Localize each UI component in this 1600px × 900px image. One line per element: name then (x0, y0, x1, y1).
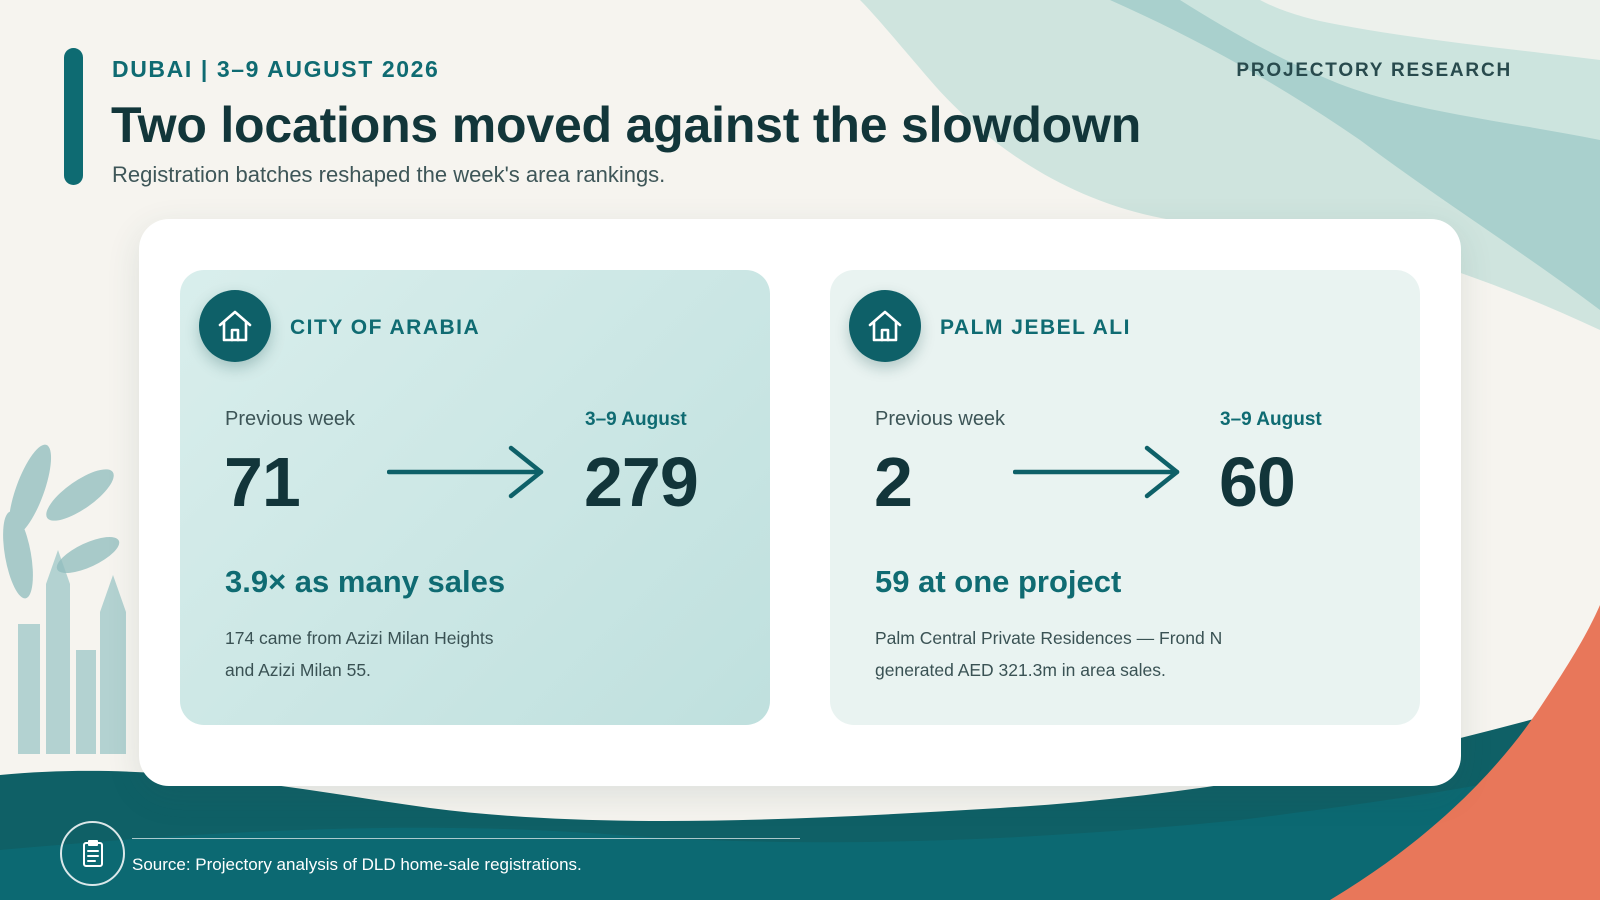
current-week-value: 279 (584, 443, 699, 521)
footer-divider (132, 838, 800, 839)
brand-name: PROJECTORY RESEARCH (1236, 60, 1512, 81)
card-detail-line: generated AED 321.3m in area sales. (875, 660, 1166, 680)
card-detail-line: 174 came from Azizi Milan Heights (225, 628, 494, 648)
area-card-palm-jebel-ali: PALM JEBEL ALI Previous week 3–9 August … (830, 270, 1420, 725)
area-name: PALM JEBEL ALI (940, 316, 1131, 339)
card-detail-line: Palm Central Private Residences — Frond … (875, 628, 1223, 648)
page-title: Two locations moved against the slowdown (111, 97, 1142, 153)
current-week-value: 60 (1219, 443, 1296, 521)
area-card-city-of-arabia: CITY OF ARABIA Previous week 3–9 August … (180, 270, 770, 725)
previous-week-label: Previous week (225, 408, 356, 430)
previous-week-value: 71 (224, 443, 301, 521)
previous-week-value: 2 (874, 443, 913, 521)
card-headline: 59 at one project (875, 564, 1122, 599)
current-week-label: 3–9 August (1220, 409, 1322, 430)
accent-bar (64, 48, 83, 185)
house-icon (199, 290, 271, 362)
current-week-label: 3–9 August (585, 409, 687, 430)
card-detail-line: and Azizi Milan 55. (225, 660, 371, 680)
arrow-right-icon (1013, 445, 1180, 499)
page-subtitle: Registration batches reshaped the week's… (112, 162, 666, 187)
card-headline: 3.9× as many sales (225, 564, 506, 599)
house-icon (849, 290, 921, 362)
card-detail: Palm Central Private Residences — Frond … (875, 622, 1295, 686)
location-date-label: DUBAI | 3–9 AUGUST 2026 (112, 56, 440, 82)
document-icon (60, 821, 125, 886)
area-name: CITY OF ARABIA (290, 316, 481, 339)
arrow-right-icon (387, 445, 544, 499)
source-note: Source: Projectory analysis of DLD home-… (132, 855, 582, 874)
previous-week-label: Previous week (875, 408, 1006, 430)
card-detail: 174 came from Azizi Milan Heights and Az… (225, 622, 645, 686)
